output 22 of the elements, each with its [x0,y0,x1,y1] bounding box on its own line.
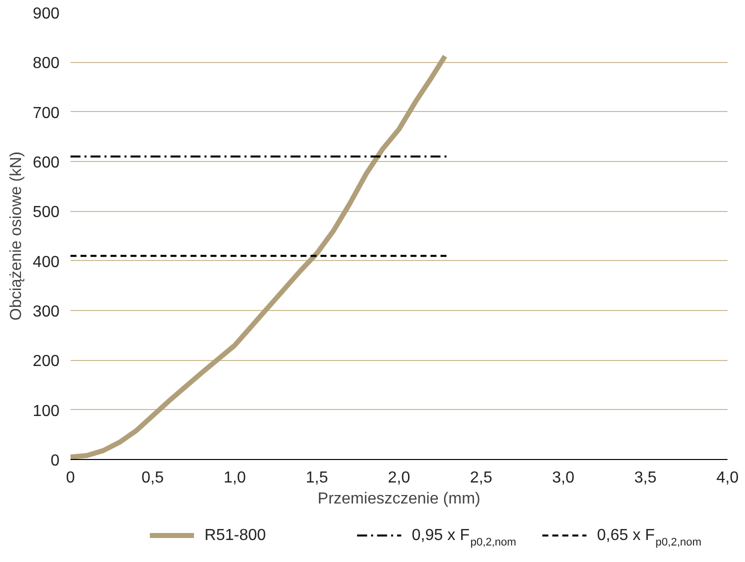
y-tick-label: 500 [32,204,60,222]
x-tick-label: 3,5 [634,470,657,486]
y-tick-label: 400 [32,254,60,271]
y-tick-label: 200 [32,353,60,370]
y-tick-label: 800 [32,55,60,72]
x-tick-label: 1,0 [224,470,246,486]
x-axis-title: Przemieszczenie (mm) [318,490,480,508]
y-tick-label: 700 [32,104,60,122]
x-tick-label: 2,5 [470,470,492,486]
y-tick-label: 600 [32,154,60,172]
x-tick-label: 4,0 [716,470,739,486]
x-tick-label: 2,0 [388,470,410,486]
y-axis-title: Obciążenie osiowe (kN) [8,152,25,320]
x-tick-label: 1,5 [306,470,328,486]
y-tick-label: 300 [32,304,60,320]
y-tick-label: 0 [50,452,60,470]
x-tick-label: 0 [66,470,76,486]
x-tick-label: 0,5 [142,470,164,486]
y-tick-label: 900 [32,6,60,22]
legend-label: R51-800 [204,527,266,544]
x-tick-label: 3,0 [552,470,574,486]
y-tick-label: 100 [32,402,60,420]
